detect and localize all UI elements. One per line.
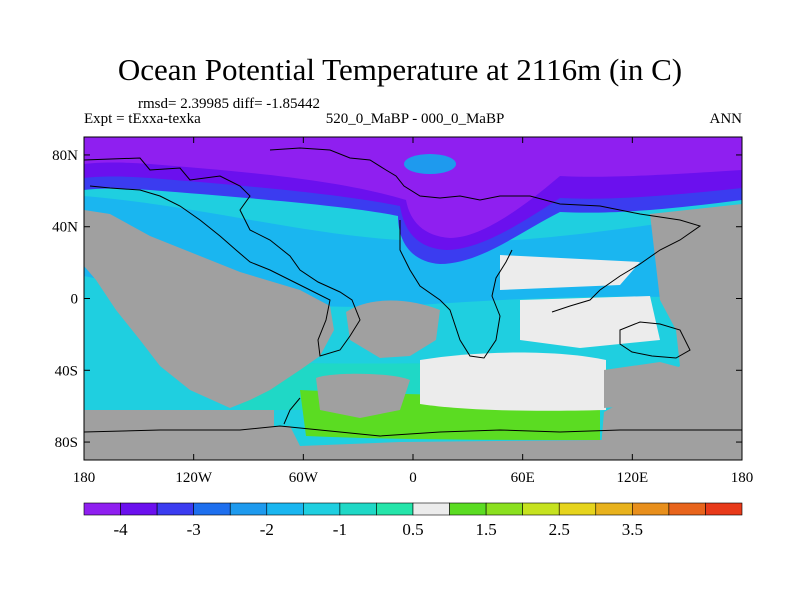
warm-white-zone [420,352,606,411]
y-tick-label: 80N [52,148,78,164]
x-axis: 180 120W 60W 0 60E 120E 180 [73,137,754,486]
warm-white-east [520,296,660,348]
land-americas [84,210,334,408]
colorbar-swatch [449,502,487,516]
x-tick-label: 60E [511,470,535,486]
colorbar-swatch [376,502,414,516]
y-axis: 80N 40N 0 40S 80S [52,148,742,451]
colorbar-swatch [412,502,450,516]
colorbar: -4 -3 -2 -1 0.5 1.5 2.5 3.5 [83,502,743,539]
colorbar-swatch [522,502,560,516]
colorbar-label: 0.5 [402,520,423,539]
colorbar-swatch [303,502,341,516]
x-tick-label: 120E [616,470,648,486]
colorbar-swatch [229,502,268,516]
warm-white-stripes-east [500,255,640,290]
x-tick-label: 0 [409,470,417,486]
rmsd-diff-text: rmsd= 2.39985 diff= -1.85442 [138,96,321,112]
y-tick-label: 40S [55,363,78,379]
temperature-field [84,137,742,460]
x-tick-label: 180 [731,470,754,486]
colorbar-label: -1 [333,520,347,539]
colorbar-swatch [632,502,670,516]
colorbar-swatch [156,502,194,516]
colorbar-swatch [193,502,231,516]
colorbar-label: -2 [260,520,274,539]
coastline-overlay [84,147,742,437]
colorbar-swatch [120,502,158,516]
colorbar-label: 2.5 [549,520,570,539]
colorbar-label: -4 [113,520,128,539]
y-tick-label: 40N [52,220,78,236]
colorbar-label: -3 [187,520,201,539]
colorbar-swatch [339,502,377,516]
colorbar-swatch [595,502,633,516]
x-tick-label: 120W [175,470,213,486]
y-tick-label: 80S [55,435,78,451]
band-arctic-violet [84,137,742,238]
land-africa-west [346,300,440,358]
colorbar-swatch [705,502,743,516]
colorbar-swatch [266,502,304,516]
colorbar-label: 3.5 [622,520,643,539]
colorbar-swatch [485,502,523,516]
land-south-east-block [604,362,700,408]
y-tick-label: 0 [71,292,79,308]
x-tick-label: 60W [289,470,319,486]
x-tick-label: 180 [73,470,96,486]
colorbar-label: 1.5 [475,520,496,539]
map-title: Ocean Potential Temperature at 2116m (in… [117,52,683,87]
land-antarctic-block [316,373,410,418]
season-label: ANN [709,111,743,127]
comparison-label: 520_0_MaBP - 000_0_MaBP [325,111,505,127]
experiment-label: Expt = tExxa-texka [84,111,201,127]
colorbar-swatch [668,502,706,516]
colorbar-swatch [558,502,597,516]
arctic-light-patch [404,154,456,174]
colorbar-swatch [83,502,121,516]
land-pole-left [84,410,274,460]
